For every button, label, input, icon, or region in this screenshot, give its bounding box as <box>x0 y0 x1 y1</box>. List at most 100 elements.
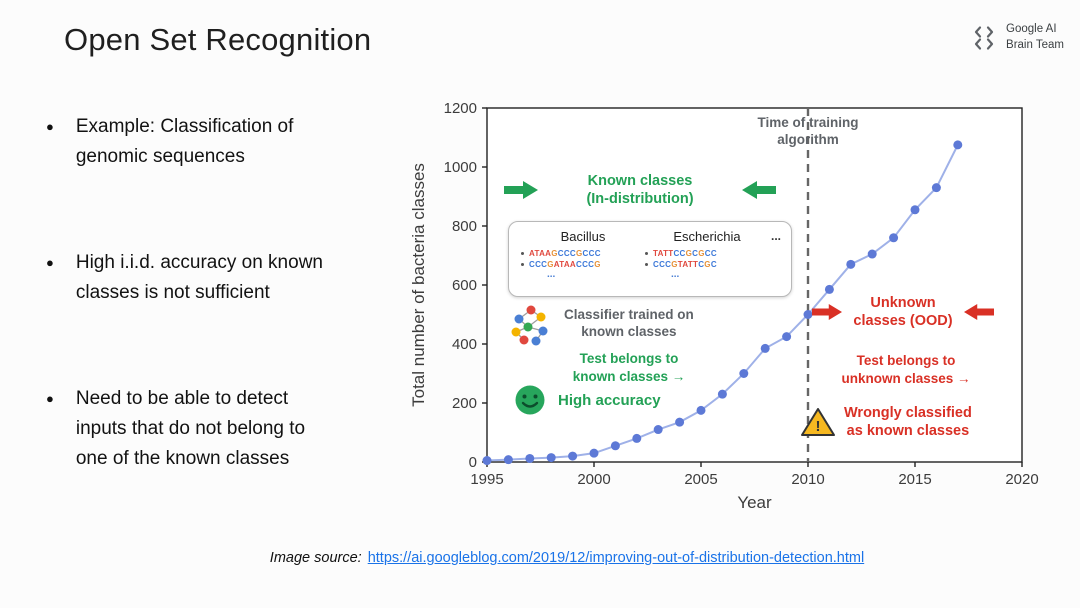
x-tick-label: 2020 <box>1005 471 1038 488</box>
more-sequences-ellipsis: ... <box>671 269 680 280</box>
data-point <box>760 343 770 353</box>
dna-sequence: CCCGTATTCGC <box>653 260 717 269</box>
bullet-text: Example: Classification of genomic seque… <box>75 116 294 167</box>
sequence-row: CCCGTATTCGC <box>645 260 769 269</box>
data-point <box>717 389 727 399</box>
happy-face-icon <box>515 385 545 415</box>
wrongly-classified-line2: as known classes <box>846 423 970 439</box>
data-point <box>675 417 685 427</box>
red-arrow-right-icon <box>812 302 842 322</box>
data-point <box>803 310 813 319</box>
data-point <box>910 205 920 215</box>
x-tick-label: 2000 <box>577 471 610 488</box>
image-source-link[interactable]: https://ai.googleblog.com/2019/12/improv… <box>367 550 865 566</box>
y-tick-label: 1000 <box>444 159 477 176</box>
data-point <box>589 448 599 458</box>
data-point <box>782 332 792 342</box>
red-arrow-left-icon <box>963 302 994 322</box>
classifier-annotation: Classifier trained on known classes <box>508 302 694 346</box>
training-time-annotation: Time of training algorithm <box>722 114 894 148</box>
y-tick-label: 200 <box>452 395 477 412</box>
high-accuracy-label: High accuracy <box>558 391 661 409</box>
logo-line2: Brain Team <box>1006 38 1064 51</box>
data-point <box>867 249 877 259</box>
data-point <box>610 441 620 451</box>
x-tick-label: 2010 <box>791 471 824 488</box>
bacteria-growth-figure: 1995 2000 2005 2010 2015 2020 0 200 400 600 800 100… <box>408 88 1058 533</box>
x-tick-label: 2015 <box>898 471 931 488</box>
wrongly-classified-line1: Wrongly classified <box>844 405 972 421</box>
training-time-line1: Time of training <box>757 115 859 130</box>
x-tick-label: 2005 <box>684 471 717 488</box>
data-point <box>846 259 856 269</box>
bullet-dot <box>46 248 54 308</box>
x-axis-label: Year <box>737 493 772 512</box>
bacillus-column: Bacillus ATAAGCCCGCCC CCCGATAACCCG ... <box>521 229 645 292</box>
data-point <box>503 455 513 465</box>
sequence-row: TATTCCGCGCC <box>645 249 769 258</box>
green-arrow-right-icon <box>504 180 538 200</box>
y-tick-label: 600 <box>452 277 477 294</box>
known-classes-line1: Known classes <box>587 173 693 189</box>
y-tick-label: 400 <box>452 336 477 353</box>
training-time-line2: algorithm <box>777 132 839 147</box>
y-tick-label: 1200 <box>444 100 477 117</box>
data-point <box>953 140 963 150</box>
google-ai-brain-team-logo: Google AI Brain Team <box>969 22 1064 53</box>
image-source-line: Image source: https://ai.googleblog.com/2… <box>270 550 864 566</box>
dna-sequence: CCCGATAACCCG <box>529 260 601 269</box>
data-point <box>546 453 556 463</box>
data-point <box>525 453 535 463</box>
data-point <box>824 284 834 294</box>
test-known-annotation: Test belongs to known classes → <box>544 350 714 386</box>
data-point <box>739 369 749 378</box>
y-tick-label: 800 <box>452 218 477 235</box>
sequence-row: CCCGATAACCCG <box>521 260 645 269</box>
data-point <box>482 456 492 466</box>
classifier-line1: Classifier trained on <box>564 307 694 322</box>
test-known-line1: Test belongs to <box>579 351 679 366</box>
bullet-text: Need to be able to detect inputs that do… <box>75 388 306 469</box>
logo-line1: Google AI <box>1006 23 1057 35</box>
data-point <box>632 433 642 443</box>
unknown-classes-line1: Unknown <box>870 295 936 311</box>
data-point <box>696 405 706 415</box>
known-classes-label: Known classes (In-distribution) <box>586 172 693 208</box>
x-tick-label: 1995 <box>470 471 503 488</box>
classifier-network-icon <box>511 305 548 346</box>
high-accuracy-annotation: High accuracy <box>514 384 661 416</box>
more-bacteria-ellipsis: ... <box>771 229 782 243</box>
escherichia-column: Escherichia TATTCCGCGCC CCCGTATTCGC ... <box>645 229 769 292</box>
page-title: Open Set Recognition <box>64 22 372 57</box>
svg-text:!: ! <box>816 418 821 435</box>
bacteria-name: Bacillus <box>560 229 606 244</box>
data-point <box>568 451 578 461</box>
known-classes-examples-box: Bacillus ATAAGCCCGCCC CCCGATAACCCG ... E… <box>508 221 792 297</box>
bullet-dot <box>46 384 54 474</box>
green-arrow-left-icon <box>741 180 776 200</box>
classifier-line2: known classes <box>581 324 677 339</box>
image-source-label: Image source: <box>269 550 362 566</box>
more-sequences-ellipsis: ... <box>547 269 556 280</box>
unknown-classes-label: Unknown classes (OOD) <box>853 294 952 330</box>
dna-sequence: ATAAGCCCGCCC <box>529 249 601 258</box>
sequence-bullet <box>645 252 648 255</box>
known-classes-annotation: Known classes (In-distribution) <box>504 172 776 208</box>
y-axis-label: Total number of bacteria classes <box>409 163 428 407</box>
bullet-text: High i.i.d. accuracy on known classes is… <box>75 252 323 303</box>
sequence-bullet <box>521 263 524 266</box>
test-unknown-line1: Test belongs to <box>856 353 956 368</box>
wrongly-classified-label: Wrongly classified as known classes <box>844 404 972 440</box>
logo-text: Google AI Brain Team <box>1006 22 1064 53</box>
warning-icon: ! <box>801 408 835 436</box>
known-classes-line2: (In-distribution) <box>586 191 694 207</box>
bullet-item: Need to be able to detect inputs that do… <box>46 384 356 474</box>
sequence-bullet <box>521 252 524 255</box>
bacteria-name: Escherichia <box>673 229 741 244</box>
y-tick-label: 0 <box>469 454 477 471</box>
test-unknown-annotation: Test belongs to unknown classes → <box>818 352 994 388</box>
sequence-bullet <box>645 263 648 266</box>
data-point <box>931 183 941 193</box>
wrongly-classified-annotation: ! Wrongly classified as known classes <box>800 404 972 440</box>
